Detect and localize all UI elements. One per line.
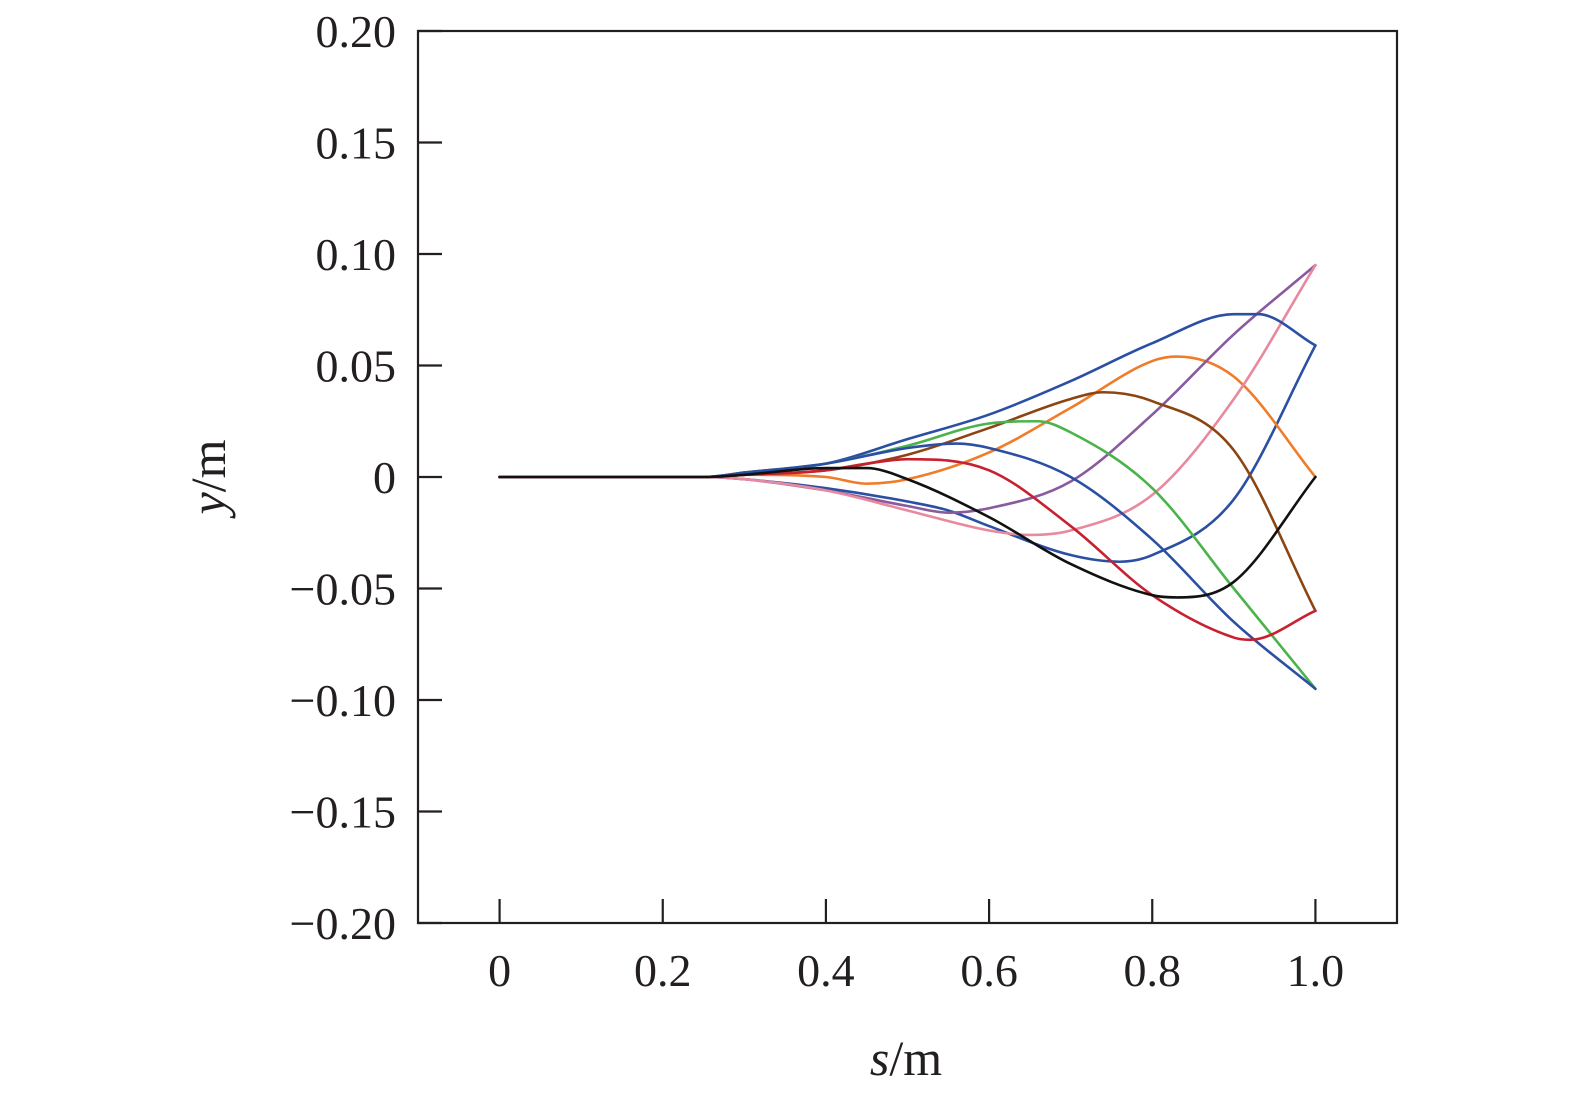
x-tick-label: 0 — [488, 945, 511, 996]
series-line-7 — [498, 419, 1317, 691]
x-axis-title: s/m — [870, 1030, 942, 1086]
series-line-3 — [498, 263, 1317, 514]
x-tick-label: 0.6 — [960, 945, 1018, 996]
y-tick-label: 0 — [373, 452, 396, 503]
series-line-9 — [498, 457, 1317, 642]
series-group — [498, 263, 1317, 691]
x-tick-label: 1.0 — [1287, 945, 1345, 996]
y-tick-label: −0.20 — [290, 898, 396, 949]
y-tick-label: 0.10 — [316, 229, 397, 280]
y-tick-label: −0.15 — [290, 787, 396, 838]
y-tick-label: −0.05 — [290, 564, 396, 615]
y-tick-label: 0.20 — [316, 6, 397, 57]
y-axis-title: y/m — [180, 439, 236, 519]
y-tick-label: −0.10 — [290, 675, 396, 726]
series-line-10 — [498, 466, 1317, 599]
x-tick-label: 0.4 — [797, 945, 855, 996]
x-tick-label: 0.8 — [1124, 945, 1182, 996]
x-tick-label: 0.2 — [634, 945, 692, 996]
series-line-4 — [498, 263, 1317, 537]
y-tick-label: 0.15 — [316, 118, 397, 169]
x-axis: 0 0.2 0.4 0.6 0.8 1.0 — [488, 899, 1344, 996]
y-axis: 0.20 0.15 0.10 0.05 0 −0.05 −0.10 −0.15 −0.20 — [290, 6, 442, 949]
y-tick-label: 0.05 — [316, 341, 397, 392]
